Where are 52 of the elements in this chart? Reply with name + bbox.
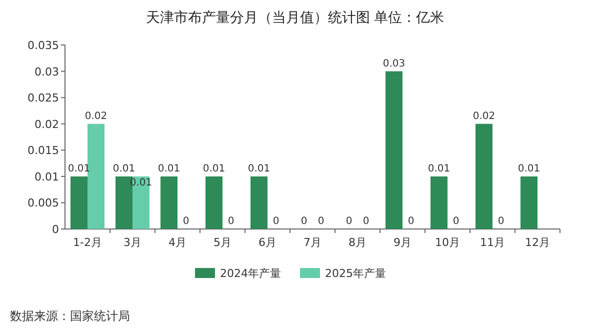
y-tick-label: 0.005: [28, 196, 59, 210]
data-label: 0: [318, 216, 324, 227]
y-tick-label: 0.025: [28, 92, 59, 105]
bar: [386, 71, 402, 229]
bar: [116, 176, 132, 229]
bar: [520, 176, 538, 229]
legend-label: 2025年产量: [325, 267, 386, 280]
bar: [70, 176, 88, 229]
data-label: 0.01: [158, 163, 180, 174]
x-tick-label: 7月: [304, 236, 322, 249]
x-tick-label: 4月: [168, 236, 186, 249]
data-label: 0: [408, 216, 414, 227]
bar: [430, 176, 448, 229]
y-tick-label: 0.015: [28, 144, 59, 158]
chart-title: 天津市布产量分月（当月值）统计图 单位：亿米: [146, 10, 444, 26]
data-label: 0: [362, 216, 370, 227]
x-tick-label: 1-2月: [73, 236, 102, 249]
x-tick-label: 10月: [435, 236, 460, 249]
x-tick-label: 12月: [525, 236, 550, 249]
bar: [250, 176, 268, 229]
x-tick-label: 6月: [258, 236, 276, 249]
data-label: 0: [182, 216, 190, 227]
y-tick-label: 0: [52, 223, 59, 236]
legend-label: 2024年产量: [220, 267, 281, 280]
data-label: 0.03: [382, 58, 406, 70]
data-label: 0: [300, 216, 308, 227]
x-tick-label: 3月: [124, 236, 142, 249]
data-label: 0: [452, 216, 460, 227]
data-label: 0.02: [472, 110, 496, 122]
y-tick-label: 0.03: [34, 65, 59, 78]
data-label: 0.01: [518, 163, 540, 174]
y-tick-label: 0.02: [34, 118, 59, 131]
data-label: 0.01: [428, 163, 450, 174]
data-label: 0.02: [84, 110, 108, 122]
data-label: 0: [272, 216, 280, 227]
x-tick-label: 8月: [348, 236, 366, 249]
data-label: 0.01: [202, 163, 226, 174]
data-label: 0: [346, 216, 352, 227]
bar: [476, 124, 492, 229]
data-label: 0: [498, 216, 504, 227]
source-note: 数据来源：国家统计局: [10, 309, 130, 323]
bar: [88, 124, 104, 229]
bar: [160, 176, 178, 229]
x-tick-label: 5月: [214, 236, 232, 249]
data-label: 0.01: [248, 163, 270, 174]
y-tick-label: 0.01: [34, 170, 59, 184]
x-tick-label: 11月: [480, 236, 505, 249]
data-label: 0.01: [112, 163, 136, 174]
data-label: 0: [228, 216, 234, 227]
bar: [206, 176, 222, 229]
y-tick-label: 0.035: [28, 39, 59, 52]
x-tick-label: 9月: [394, 236, 412, 249]
